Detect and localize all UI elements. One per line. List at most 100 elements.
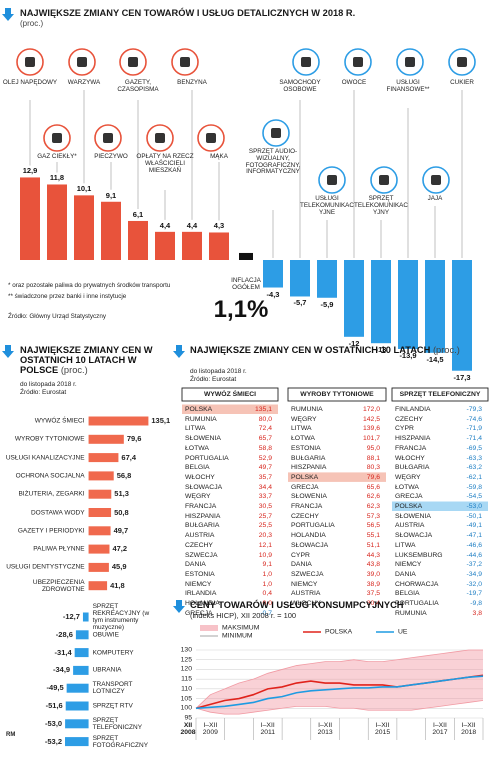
table-cell: 0,4 (262, 590, 272, 598)
value-label: -51,6 (45, 700, 63, 710)
value-label: -12,7 (62, 611, 80, 621)
table-cell: SZWECJA (185, 551, 218, 559)
category-label: UBEZPIECZENIA ZDROWOTNE (32, 578, 85, 593)
category-label: SPRZĘT TELEKOMUNIKACYJNY (354, 195, 408, 216)
table-cell: 80,0 (258, 415, 272, 423)
category-label: USŁUGI DENTYSTYCZNE (6, 563, 85, 571)
bar (317, 260, 337, 298)
table-cell: LITWA (291, 425, 312, 433)
value-label: -12 (348, 338, 360, 348)
category-label: TRANSPORT LOTNICZY (92, 681, 133, 696)
table-cell: -47,1 (466, 532, 483, 540)
table-cell: CZECHY (291, 512, 319, 520)
chart-subtitle: (proc.) (432, 345, 460, 355)
value-label: 67,4 (121, 452, 137, 462)
table-cell: 30,4 (366, 600, 380, 607)
table-cell: GRECJA (185, 609, 213, 617)
chart-note: do listopada 2018 r. (190, 368, 247, 375)
table-cell: IRLANDIA (185, 590, 217, 598)
value-label: 50,8 (114, 507, 129, 517)
table-cell: DANIA (291, 561, 312, 569)
category-label: GAZ CIEKŁY* (37, 153, 77, 160)
table-cell: 49,7 (258, 464, 272, 472)
table-cell: 58,8 (258, 444, 272, 452)
table-cell: PORTUGALIA (395, 600, 439, 607)
chart-title: NAJWIĘKSZE ZMIANY CEN W OSTATNICH 10 LAT… (190, 345, 431, 355)
value-label: 4,4 (186, 220, 198, 230)
value-label: 9,1 (105, 190, 117, 200)
icon-glyph (301, 57, 311, 67)
table-cell: 52,9 (258, 454, 272, 462)
value-label: 47,2 (112, 544, 128, 554)
icon-glyph (353, 57, 363, 67)
x-tick-label: XII 2008 (180, 722, 196, 737)
table-cell: -50,1 (466, 512, 483, 520)
table-header: SPRZĘT TELEFONICZNY (399, 391, 481, 398)
series-line (195, 649, 483, 709)
icon-glyph (77, 57, 87, 67)
category-label: SPRZĘT AUDIO-WIZUALNY, FOTOGRAFICZNY, IN… (245, 148, 301, 176)
bar (209, 232, 229, 260)
row-highlight (288, 472, 386, 482)
table-cell: SŁOWACJA (395, 532, 433, 540)
value-label: 45,9 (111, 562, 127, 572)
table-cell: PORTUGALIA (185, 454, 229, 462)
bar (290, 260, 310, 297)
value-label: -5,9 (320, 299, 334, 309)
x-tick-label: I–XII 2017 (432, 722, 448, 737)
y-tick-label: 100 (180, 704, 192, 712)
chart-title-box: NAJWIĘKSZE ZMIANY CEN W OSTATNICH 10 LAT… (20, 345, 160, 375)
chart-title: NAJWIĘKSZE ZMIANY CEN W OSTATNICH 10 LAT… (20, 345, 153, 376)
table-cell: FRANCJA (291, 503, 323, 510)
table-cell: 20,3 (258, 532, 272, 540)
value-label: 49,7 (113, 525, 129, 535)
table-cell: -54,5 (466, 493, 483, 501)
icon-glyph (25, 57, 35, 67)
table-cell: 101,7 (362, 435, 380, 443)
category-label: JAJA (427, 195, 443, 202)
value-label: 51,3 (114, 489, 129, 499)
table-cell: 65,6 (366, 483, 380, 491)
table-cell: -63,3 (466, 454, 483, 462)
icon-glyph (379, 175, 389, 185)
arrow-icon (2, 8, 14, 21)
table-cell: -9,8 (470, 600, 482, 607)
table-cell: HOLANDIA (185, 600, 220, 607)
table-cell: 72,4 (258, 425, 272, 433)
legend-label: UE (398, 628, 408, 636)
table-cell: AUSTRIA (291, 590, 321, 598)
table-cell: WŁOCHY (291, 600, 321, 607)
table-cell: DANIA (185, 561, 206, 569)
value-label: 79,6 (126, 434, 142, 444)
table-cell: 80,3 (366, 464, 380, 472)
table-cell: POLSKA (185, 406, 213, 413)
bar (20, 177, 40, 260)
table-cell: -62,1 (466, 473, 483, 481)
table-cell: NIEMCY (185, 580, 212, 588)
category-label: USŁUGI FINANSOWE** (386, 79, 430, 93)
table-cell: WŁOCHY (395, 454, 425, 462)
bar (88, 489, 112, 499)
table-cell: ESTONIA (291, 444, 321, 452)
bar (88, 544, 110, 554)
table-cell: -71,4 (466, 435, 483, 443)
category-label: OCHRONA SOCJALNA (15, 472, 85, 480)
table-cell: PORTUGALIA (291, 522, 335, 530)
table-cell: CHORWACJA (395, 580, 439, 588)
category-label: SPRZĘT RTV (92, 702, 133, 710)
table-header-box (391, 387, 489, 402)
table-cell: WĘGRY (185, 493, 211, 501)
category-label: WYROBY TYTONIOWE (14, 435, 85, 443)
table-cell: 33,7 (258, 493, 272, 501)
bar (75, 630, 89, 640)
value-label: -49,5 (46, 683, 64, 693)
table-cell: -49,1 (466, 522, 483, 530)
row-highlight (392, 501, 488, 511)
table-cell: 95,0 (366, 444, 380, 452)
table-cell: POLSKA (395, 503, 423, 510)
table-cell: HISZPANIA (291, 464, 327, 472)
table-cell: -63,2 (466, 464, 483, 472)
table-cell: -44,6 (466, 551, 483, 559)
chart-title: NAJWIĘKSZE ZMIANY CEN TOWARÓW I USŁUG DE… (20, 8, 356, 18)
